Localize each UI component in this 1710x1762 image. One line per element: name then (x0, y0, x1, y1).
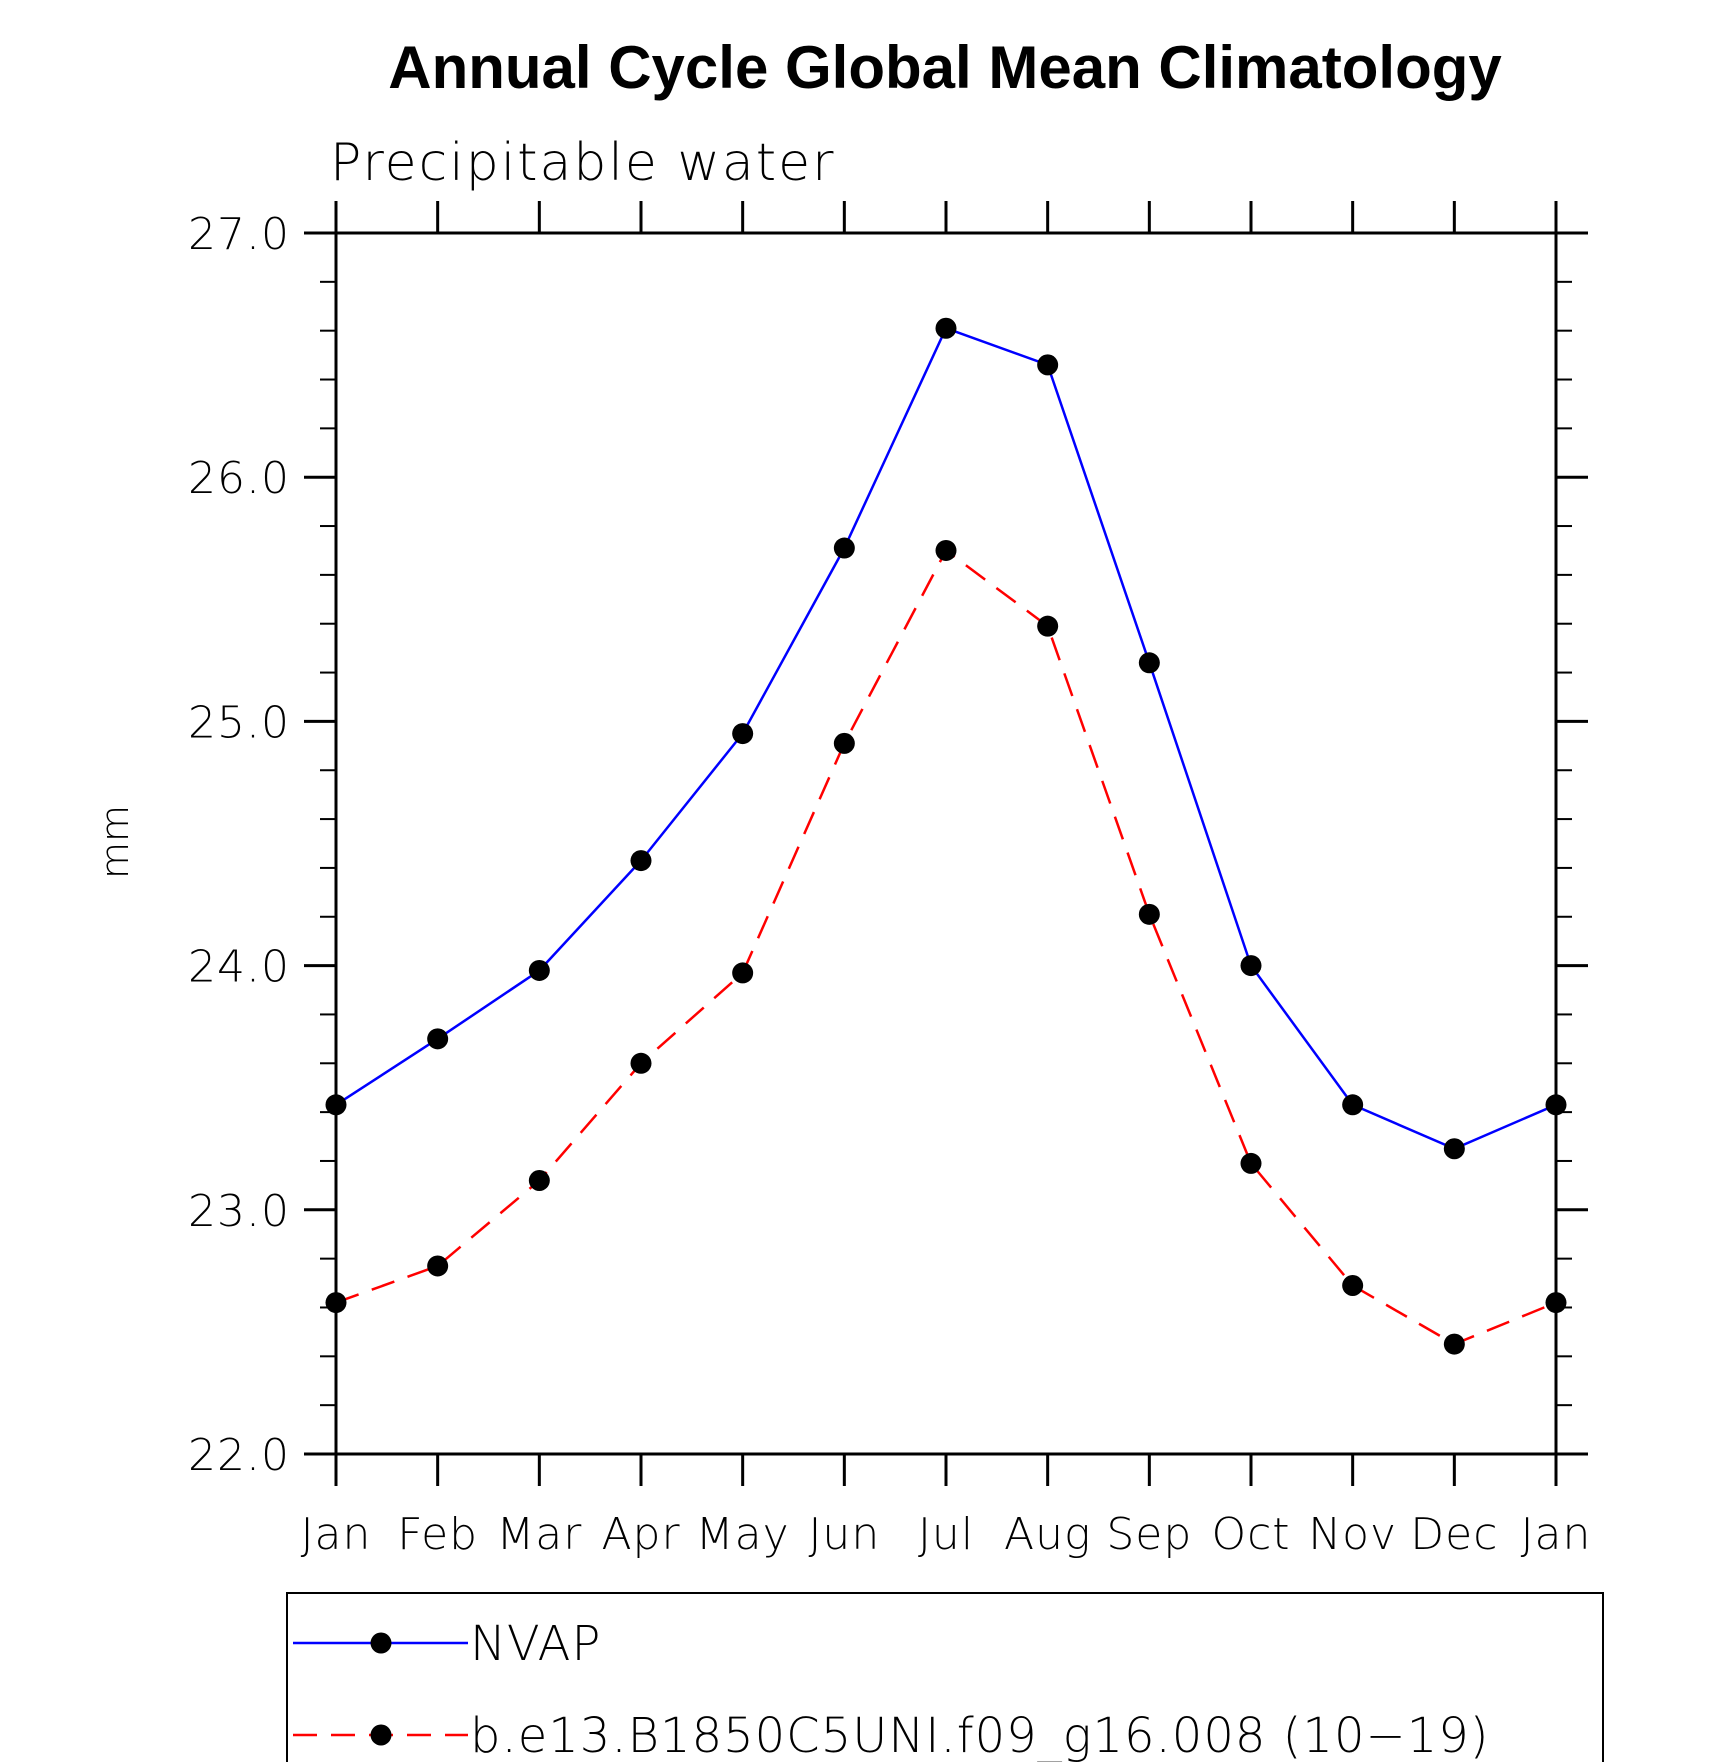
y-tick-label: 22.0 (188, 1430, 290, 1481)
series-point-0 (1138, 652, 1160, 674)
series-point-0 (1342, 1094, 1364, 1116)
series-point-1 (325, 1292, 347, 1314)
x-tick-label: Dec (1410, 1509, 1498, 1560)
series-point-0 (630, 850, 652, 872)
x-tick-label: May (696, 1509, 790, 1560)
legend-box (286, 1592, 1604, 1762)
series-point-1 (1443, 1333, 1465, 1355)
x-tick-label: Jun (808, 1509, 880, 1560)
series-point-0 (528, 959, 550, 981)
y-tick-label: 24.0 (188, 942, 290, 993)
legend-label-1: b.e13.B1850C5UNI.f09_g16.008 (10−19) (470, 1708, 1490, 1762)
series-point-0 (833, 537, 855, 559)
series-point-1 (833, 732, 855, 754)
y-tick-label: 25.0 (188, 697, 290, 748)
series-point-0 (325, 1094, 347, 1116)
series-point-0 (935, 317, 957, 339)
series-point-0 (1545, 1094, 1567, 1116)
legend-label-0: NVAP (470, 1616, 601, 1672)
x-tick-label: Apr (601, 1509, 680, 1560)
series-point-1 (1037, 615, 1059, 637)
x-tick-label: Mar (496, 1509, 582, 1560)
x-tick-label: Feb (397, 1509, 478, 1560)
series-line-1 (335, 548, 1557, 1346)
series-point-0 (427, 1028, 449, 1050)
x-tick-label: Oct (1211, 1509, 1290, 1560)
y-tick-label: 27.0 (188, 209, 290, 260)
plot-frame (334, 231, 1558, 1456)
legend: NVAP b.e13.B1850C5UNI.f09_g16.008 (10−19) (286, 1592, 1604, 1762)
series-line-0 (335, 326, 1557, 1151)
series-point-0 (732, 723, 754, 745)
series-point-1 (1240, 1152, 1262, 1174)
series-point-1 (1342, 1275, 1364, 1297)
plot-area (325, 317, 1567, 1355)
x-tick-label: Sep (1106, 1509, 1192, 1560)
series-point-0 (1037, 354, 1059, 376)
series-point-1 (1138, 903, 1160, 925)
series-point-1 (630, 1052, 652, 1074)
y-axis-label: mm (93, 805, 137, 879)
x-tick-label: Aug (1004, 1509, 1091, 1560)
y-tick-label: 23.0 (188, 1186, 290, 1237)
x-tick-label: Jan (301, 1509, 372, 1560)
chart-subtitle: Precipitable water (330, 133, 836, 193)
x-tick-label: Jan (1521, 1509, 1592, 1560)
y-tick-label: 26.0 (188, 453, 290, 504)
axes: 22.0 23.0 24.0 25.0 26.0 27.0 Jan Feb Mar Apr May J… (188, 201, 1592, 1560)
series-point-1 (732, 962, 754, 984)
x-tick-label: Nov (1308, 1509, 1397, 1560)
series-point-0 (1443, 1138, 1465, 1160)
series-point-1 (935, 539, 957, 561)
series-point-1 (528, 1169, 550, 1191)
chart-title: Annual Cycle Global Mean Climatology (388, 34, 1502, 101)
series-point-0 (1240, 955, 1262, 977)
series-point-1 (427, 1255, 449, 1277)
series-point-1 (1545, 1292, 1567, 1314)
x-tick-label: Jul (918, 1509, 974, 1560)
legend-marker-1 (370, 1724, 392, 1746)
legend-marker-0 (370, 1632, 392, 1654)
